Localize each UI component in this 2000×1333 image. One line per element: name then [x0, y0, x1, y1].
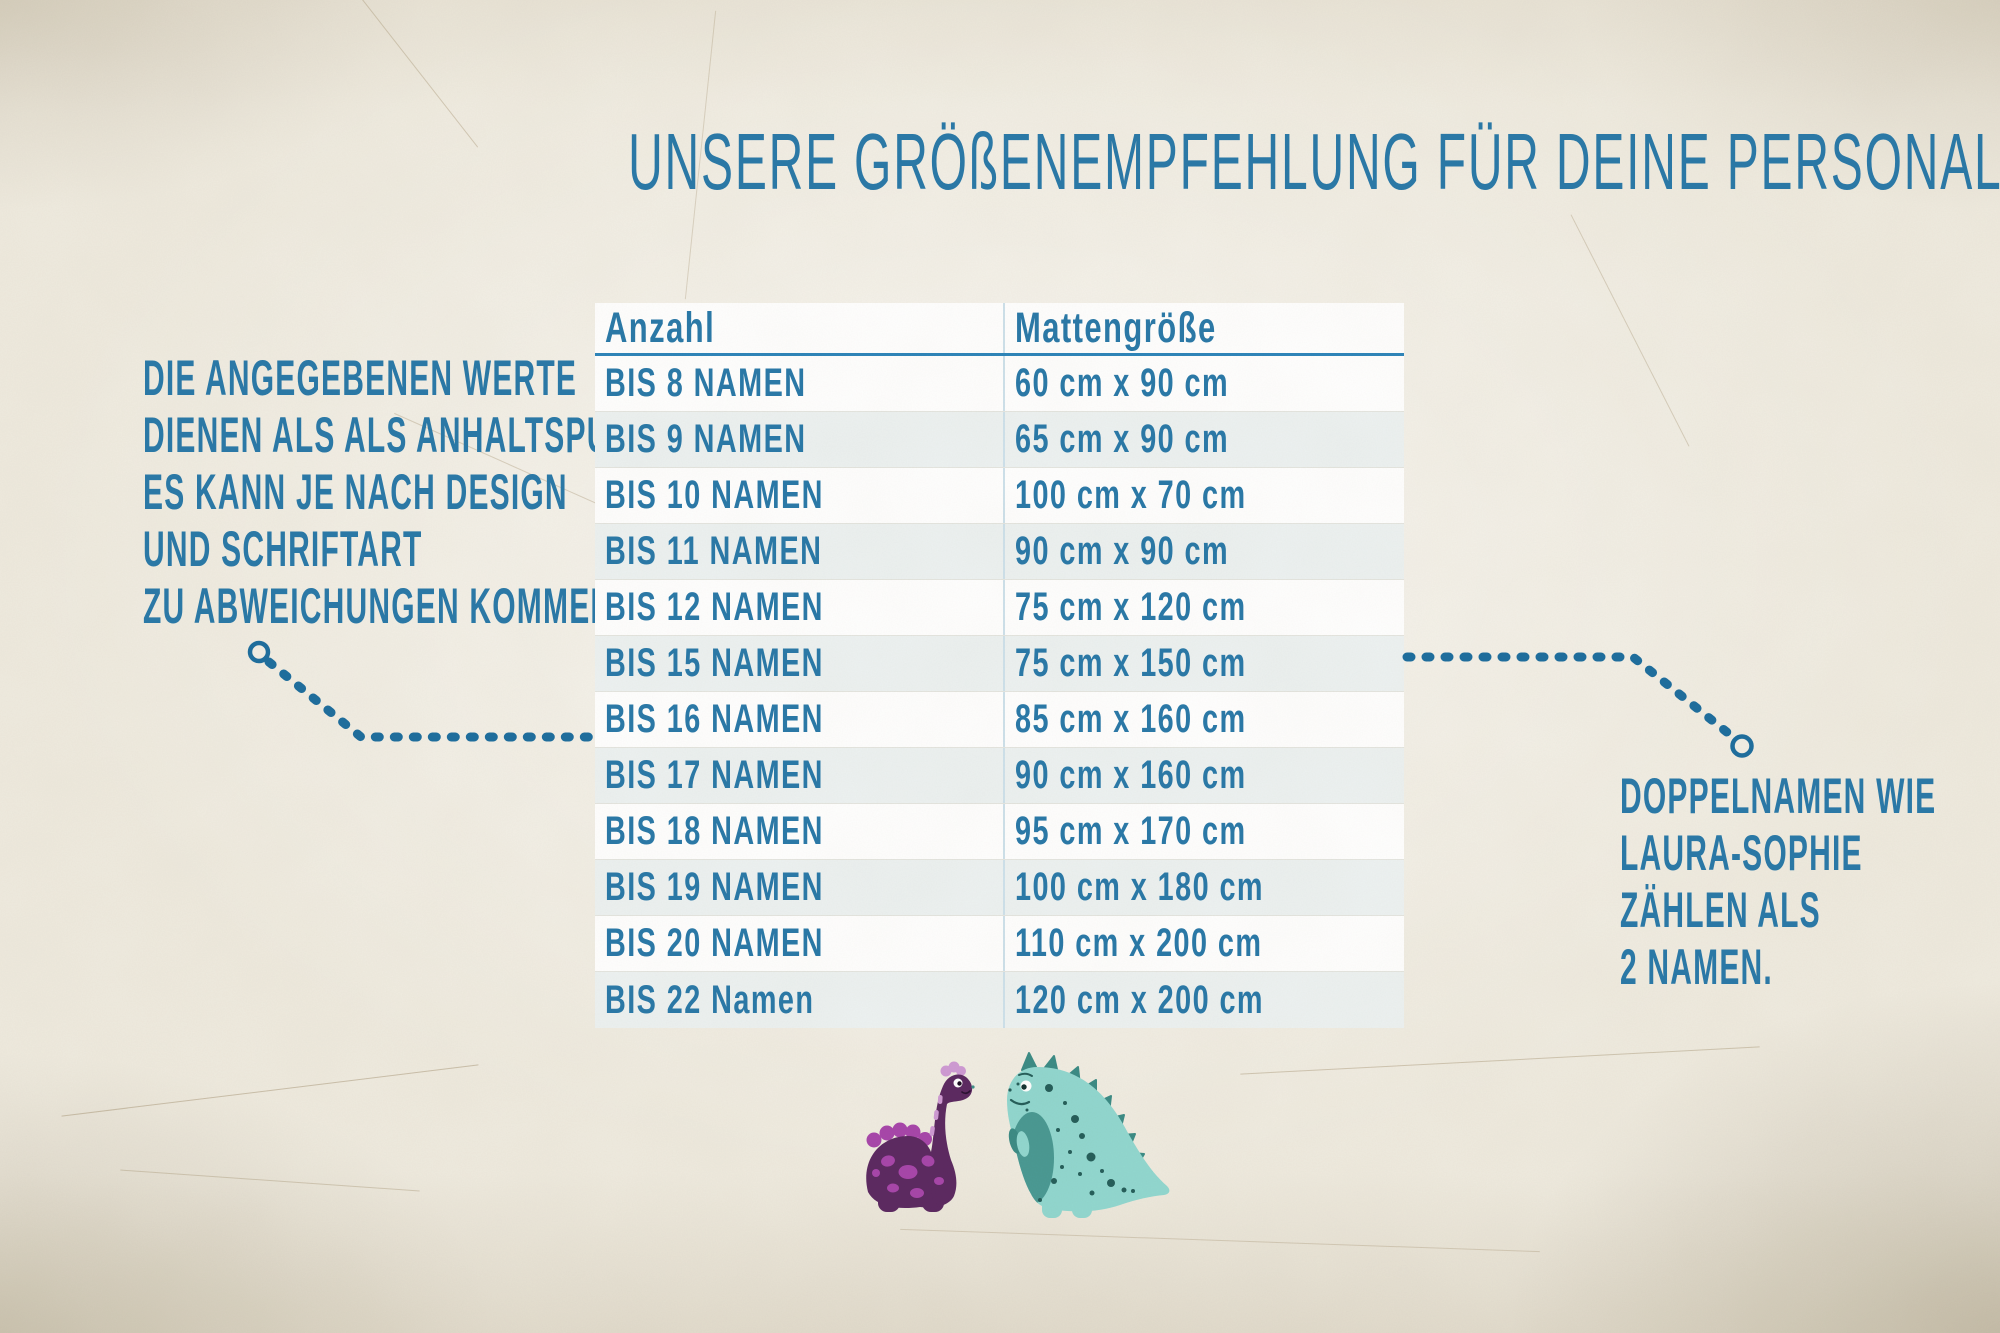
header-cell-anzahl: Anzahl — [595, 303, 1003, 353]
anzahl-value: BIS 20 NAMEN — [605, 921, 824, 965]
size-table: Anzahl Mattengröße BIS 8 NAMEN 60 cm x 9… — [595, 303, 1404, 1028]
cell-anzahl: BIS 18 NAMEN — [595, 804, 1003, 859]
cell-anzahl: BIS 9 NAMEN — [595, 412, 1003, 467]
paper-scratch — [1570, 214, 1690, 447]
mattengroesse-value: 90 cm x 160 cm — [1015, 753, 1247, 797]
page-title-text: UNSERE GRÖßENEMPFEHLUNG FÜR DEINE PERSON… — [628, 117, 2000, 206]
cell-mattengroesse: 100 cm x 70 cm — [1003, 468, 1404, 523]
note-right-line: 2 NAMEN. — [1620, 939, 1773, 995]
cell-mattengroesse: 120 cm x 200 cm — [1003, 972, 1404, 1028]
mattengroesse-value: 110 cm x 200 cm — [1015, 921, 1263, 965]
table-row: BIS 11 NAMEN 90 cm x 90 cm — [595, 524, 1404, 580]
anzahl-value: BIS 17 NAMEN — [605, 753, 824, 797]
table-header-row: Anzahl Mattengröße — [595, 303, 1404, 356]
table-row: BIS 16 NAMEN 85 cm x 160 cm — [595, 692, 1404, 748]
paper-scratch — [61, 1064, 479, 1117]
purple-brontosaurus-icon — [866, 1061, 975, 1212]
anzahl-value: BIS 19 NAMEN — [605, 865, 824, 909]
anzahl-value: BIS 8 NAMEN — [605, 361, 807, 405]
cell-anzahl: BIS 20 NAMEN — [595, 916, 1003, 971]
mattengroesse-value: 120 cm x 200 cm — [1015, 977, 1264, 1022]
cell-anzahl: BIS 17 NAMEN — [595, 748, 1003, 803]
cell-mattengroesse: 95 cm x 170 cm — [1003, 804, 1404, 859]
column-header-anzahl: Anzahl — [605, 303, 716, 352]
cell-mattengroesse: 100 cm x 180 cm — [1003, 860, 1404, 915]
anzahl-value: BIS 12 NAMEN — [605, 585, 824, 629]
cell-anzahl: BIS 8 NAMEN — [595, 356, 1003, 411]
mattengroesse-value: 95 cm x 170 cm — [1015, 809, 1247, 853]
mattengroesse-value: 65 cm x 90 cm — [1015, 417, 1230, 461]
table-row: BIS 10 NAMEN 100 cm x 70 cm — [595, 468, 1404, 524]
table-row: BIS 22 Namen 120 cm x 200 cm — [595, 972, 1404, 1028]
anzahl-value: BIS 10 NAMEN — [605, 473, 824, 517]
cell-anzahl: BIS 16 NAMEN — [595, 692, 1003, 747]
table-row: BIS 19 NAMEN 100 cm x 180 cm — [595, 860, 1404, 916]
paper-scratch — [900, 1228, 1540, 1253]
note-right-line: LAURA-SOPHIE — [1620, 825, 1863, 881]
anzahl-value: BIS 22 Namen — [605, 977, 815, 1022]
table-row: BIS 12 NAMEN 75 cm x 120 cm — [595, 580, 1404, 636]
note-right: DOPPELNAMEN WIE LAURA-SOPHIE ZÄHLEN ALS … — [1620, 768, 2000, 996]
cell-anzahl: BIS 11 NAMEN — [595, 524, 1003, 579]
cell-anzahl: BIS 12 NAMEN — [595, 580, 1003, 635]
paper-scratch — [1240, 1046, 1760, 1075]
table-row: BIS 20 NAMEN 110 cm x 200 cm — [595, 916, 1404, 972]
cell-mattengroesse: 75 cm x 150 cm — [1003, 636, 1404, 691]
cell-mattengroesse: 75 cm x 120 cm — [1003, 580, 1404, 635]
cell-mattengroesse: 60 cm x 90 cm — [1003, 356, 1404, 411]
note-right-line: DOPPELNAMEN WIE — [1620, 768, 1937, 824]
cell-anzahl: BIS 15 NAMEN — [595, 636, 1003, 691]
paper-scratch — [120, 1169, 420, 1192]
mattengroesse-value: 100 cm x 180 cm — [1015, 865, 1264, 909]
right-connector-ring-icon — [1402, 652, 1754, 758]
cell-anzahl: BIS 22 Namen — [595, 972, 1003, 1028]
left-connector-ring-icon — [247, 640, 597, 742]
mattengroesse-value: 75 cm x 150 cm — [1015, 641, 1247, 685]
header-cell-mattengroesse: Mattengröße — [1003, 303, 1404, 353]
cell-mattengroesse: 85 cm x 160 cm — [1003, 692, 1404, 747]
mattengroesse-value: 90 cm x 90 cm — [1015, 529, 1230, 573]
mattengroesse-value: 75 cm x 120 cm — [1015, 585, 1247, 629]
cell-anzahl: BIS 10 NAMEN — [595, 468, 1003, 523]
column-header-mattengroesse: Mattengröße — [1015, 303, 1217, 352]
cell-mattengroesse: 110 cm x 200 cm — [1003, 916, 1404, 971]
anzahl-value: BIS 11 NAMEN — [605, 529, 823, 573]
page-title: UNSERE GRÖßENEMPFEHLUNG FÜR DEINE PERSON… — [0, 118, 2000, 206]
teal-dinosaur-icon — [1007, 1052, 1170, 1218]
table-row: BIS 9 NAMEN 65 cm x 90 cm — [595, 412, 1404, 468]
cell-mattengroesse: 90 cm x 90 cm — [1003, 524, 1404, 579]
cell-mattengroesse: 65 cm x 90 cm — [1003, 412, 1404, 467]
table-row: BIS 8 NAMEN 60 cm x 90 cm — [595, 356, 1404, 412]
cell-anzahl: BIS 19 NAMEN — [595, 860, 1003, 915]
anzahl-value: BIS 18 NAMEN — [605, 809, 824, 853]
dinosaur-illustrations — [866, 1052, 1170, 1218]
cell-mattengroesse: 90 cm x 160 cm — [1003, 748, 1404, 803]
mattengroesse-value: 85 cm x 160 cm — [1015, 697, 1247, 741]
anzahl-value: BIS 15 NAMEN — [605, 641, 824, 685]
mattengroesse-value: 100 cm x 70 cm — [1015, 473, 1247, 517]
anzahl-value: BIS 9 NAMEN — [605, 417, 807, 461]
table-row: BIS 18 NAMEN 95 cm x 170 cm — [595, 804, 1404, 860]
note-right-line: ZÄHLEN ALS — [1620, 882, 1821, 938]
table-row: BIS 17 NAMEN 90 cm x 160 cm — [595, 748, 1404, 804]
mattengroesse-value: 60 cm x 90 cm — [1015, 361, 1230, 405]
table-row: BIS 15 NAMEN 75 cm x 150 cm — [595, 636, 1404, 692]
anzahl-value: BIS 16 NAMEN — [605, 697, 824, 741]
